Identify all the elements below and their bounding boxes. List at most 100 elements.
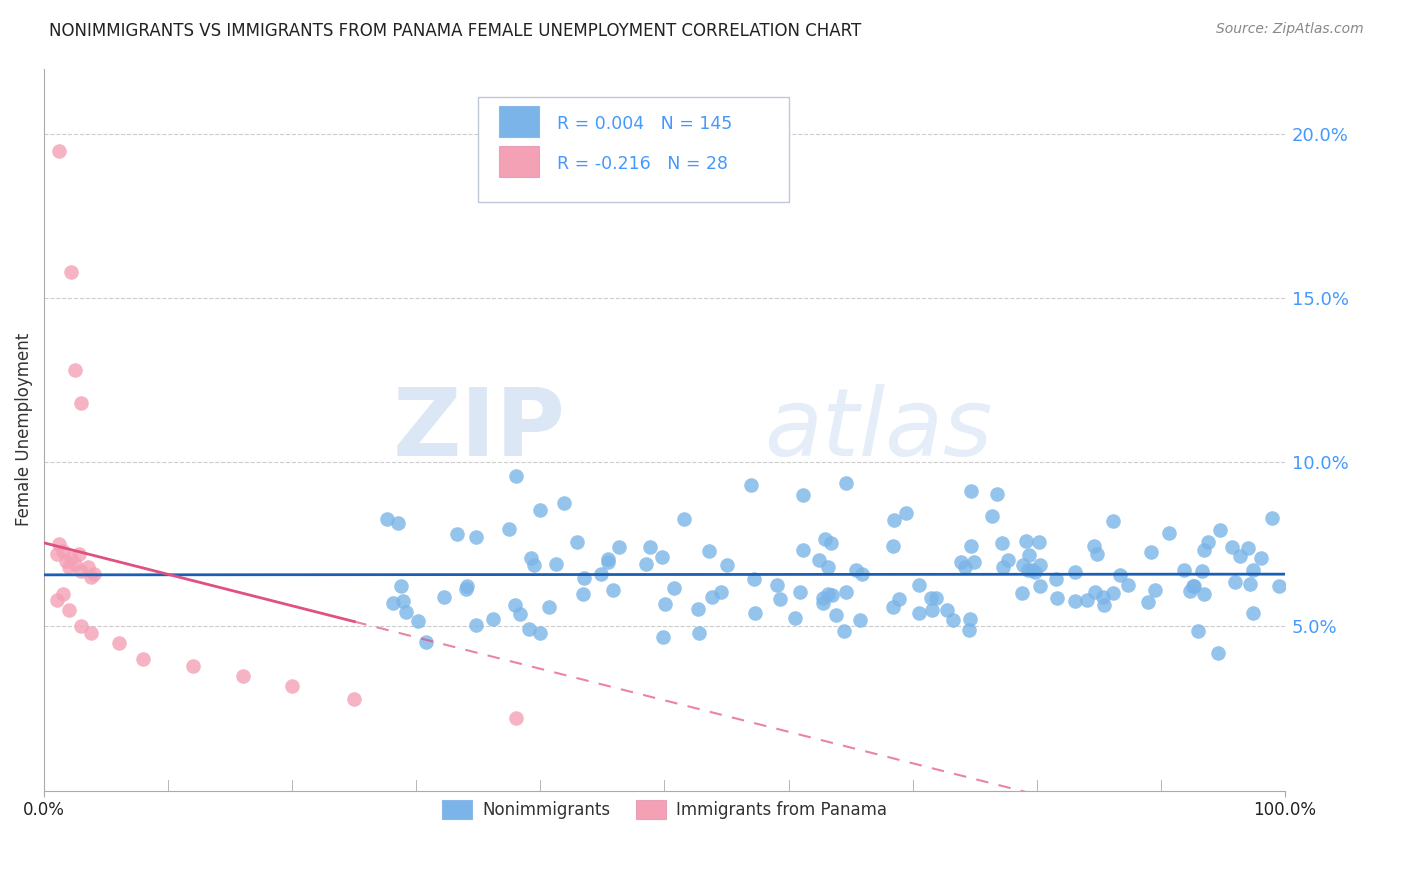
Point <box>509 607 531 621</box>
Point <box>433 590 456 604</box>
Point <box>1109 568 1132 582</box>
Point <box>744 606 766 620</box>
Point <box>52 544 75 558</box>
Point <box>381 595 404 609</box>
Point <box>572 587 595 601</box>
Point <box>375 512 398 526</box>
Point <box>553 496 575 510</box>
Point <box>817 587 839 601</box>
Point <box>638 540 661 554</box>
Point <box>654 598 676 612</box>
Point <box>415 635 437 649</box>
Point <box>607 540 630 554</box>
Point <box>789 585 811 599</box>
Point <box>48 537 70 551</box>
Point <box>232 669 254 683</box>
Point <box>1046 591 1069 606</box>
Point <box>456 579 478 593</box>
Point <box>589 566 612 581</box>
Point <box>1194 543 1216 558</box>
Point <box>1140 544 1163 558</box>
Point <box>520 551 543 566</box>
Point <box>1206 646 1229 660</box>
Point <box>107 636 129 650</box>
Point <box>76 560 98 574</box>
Point <box>1173 563 1195 577</box>
Point <box>808 553 831 567</box>
Point <box>1250 550 1272 565</box>
Point <box>835 476 858 491</box>
Point <box>1018 563 1040 577</box>
Point <box>813 533 835 547</box>
Point <box>1084 585 1107 599</box>
Point <box>1136 595 1159 609</box>
Point <box>740 478 762 492</box>
Point <box>700 590 723 604</box>
Point <box>517 622 540 636</box>
Point <box>454 582 477 597</box>
Point <box>936 602 959 616</box>
Point <box>58 560 80 574</box>
Point <box>959 612 981 626</box>
Point <box>1184 579 1206 593</box>
Point <box>960 484 983 499</box>
Point <box>957 623 980 637</box>
Point <box>70 396 93 410</box>
Point <box>894 506 917 520</box>
Point <box>505 468 527 483</box>
Text: R = -0.216   N = 28: R = -0.216 N = 28 <box>557 155 727 173</box>
Point <box>546 557 568 571</box>
Point <box>1197 535 1219 549</box>
Point <box>1011 586 1033 600</box>
Point <box>67 547 90 561</box>
Point <box>132 652 155 666</box>
Point <box>1261 511 1284 525</box>
Text: atlas: atlas <box>763 384 993 475</box>
Point <box>395 605 418 619</box>
Point <box>1102 514 1125 528</box>
Point <box>811 596 834 610</box>
Point <box>963 555 986 569</box>
Point <box>766 578 789 592</box>
Point <box>63 557 86 571</box>
Point <box>1209 523 1232 537</box>
Point <box>835 584 858 599</box>
Point <box>821 589 844 603</box>
Point <box>1181 579 1204 593</box>
Point <box>446 527 468 541</box>
Point <box>925 591 948 606</box>
Text: NONIMMIGRANTS VS IMMIGRANTS FROM PANAMA FEMALE UNEMPLOYMENT CORRELATION CHART: NONIMMIGRANTS VS IMMIGRANTS FROM PANAMA … <box>49 22 862 40</box>
Point <box>465 529 488 543</box>
Point <box>1021 563 1043 577</box>
Point <box>1241 563 1264 577</box>
Point <box>697 544 720 558</box>
FancyBboxPatch shape <box>478 97 789 202</box>
Point <box>811 591 834 606</box>
Point <box>907 577 929 591</box>
Point <box>1092 591 1115 605</box>
Point <box>986 486 1008 500</box>
Point <box>1029 558 1052 573</box>
Point <box>482 612 505 626</box>
Point <box>83 566 105 581</box>
Point <box>716 558 738 573</box>
Bar <box>499 106 538 137</box>
Point <box>529 626 551 640</box>
Point <box>1241 607 1264 621</box>
Point <box>60 265 83 279</box>
Point <box>1268 579 1291 593</box>
Point <box>596 552 619 566</box>
Point <box>529 503 551 517</box>
Point <box>1024 565 1046 579</box>
Point <box>851 566 873 581</box>
Point <box>55 554 77 568</box>
Point <box>832 624 855 639</box>
Text: Source: ZipAtlas.com: Source: ZipAtlas.com <box>1216 22 1364 37</box>
Bar <box>499 145 538 177</box>
Point <box>672 512 695 526</box>
Y-axis label: Female Unemployment: Female Unemployment <box>15 333 32 526</box>
Point <box>1083 539 1105 553</box>
Point <box>1101 586 1123 600</box>
Point <box>651 631 673 645</box>
Point <box>824 608 846 623</box>
